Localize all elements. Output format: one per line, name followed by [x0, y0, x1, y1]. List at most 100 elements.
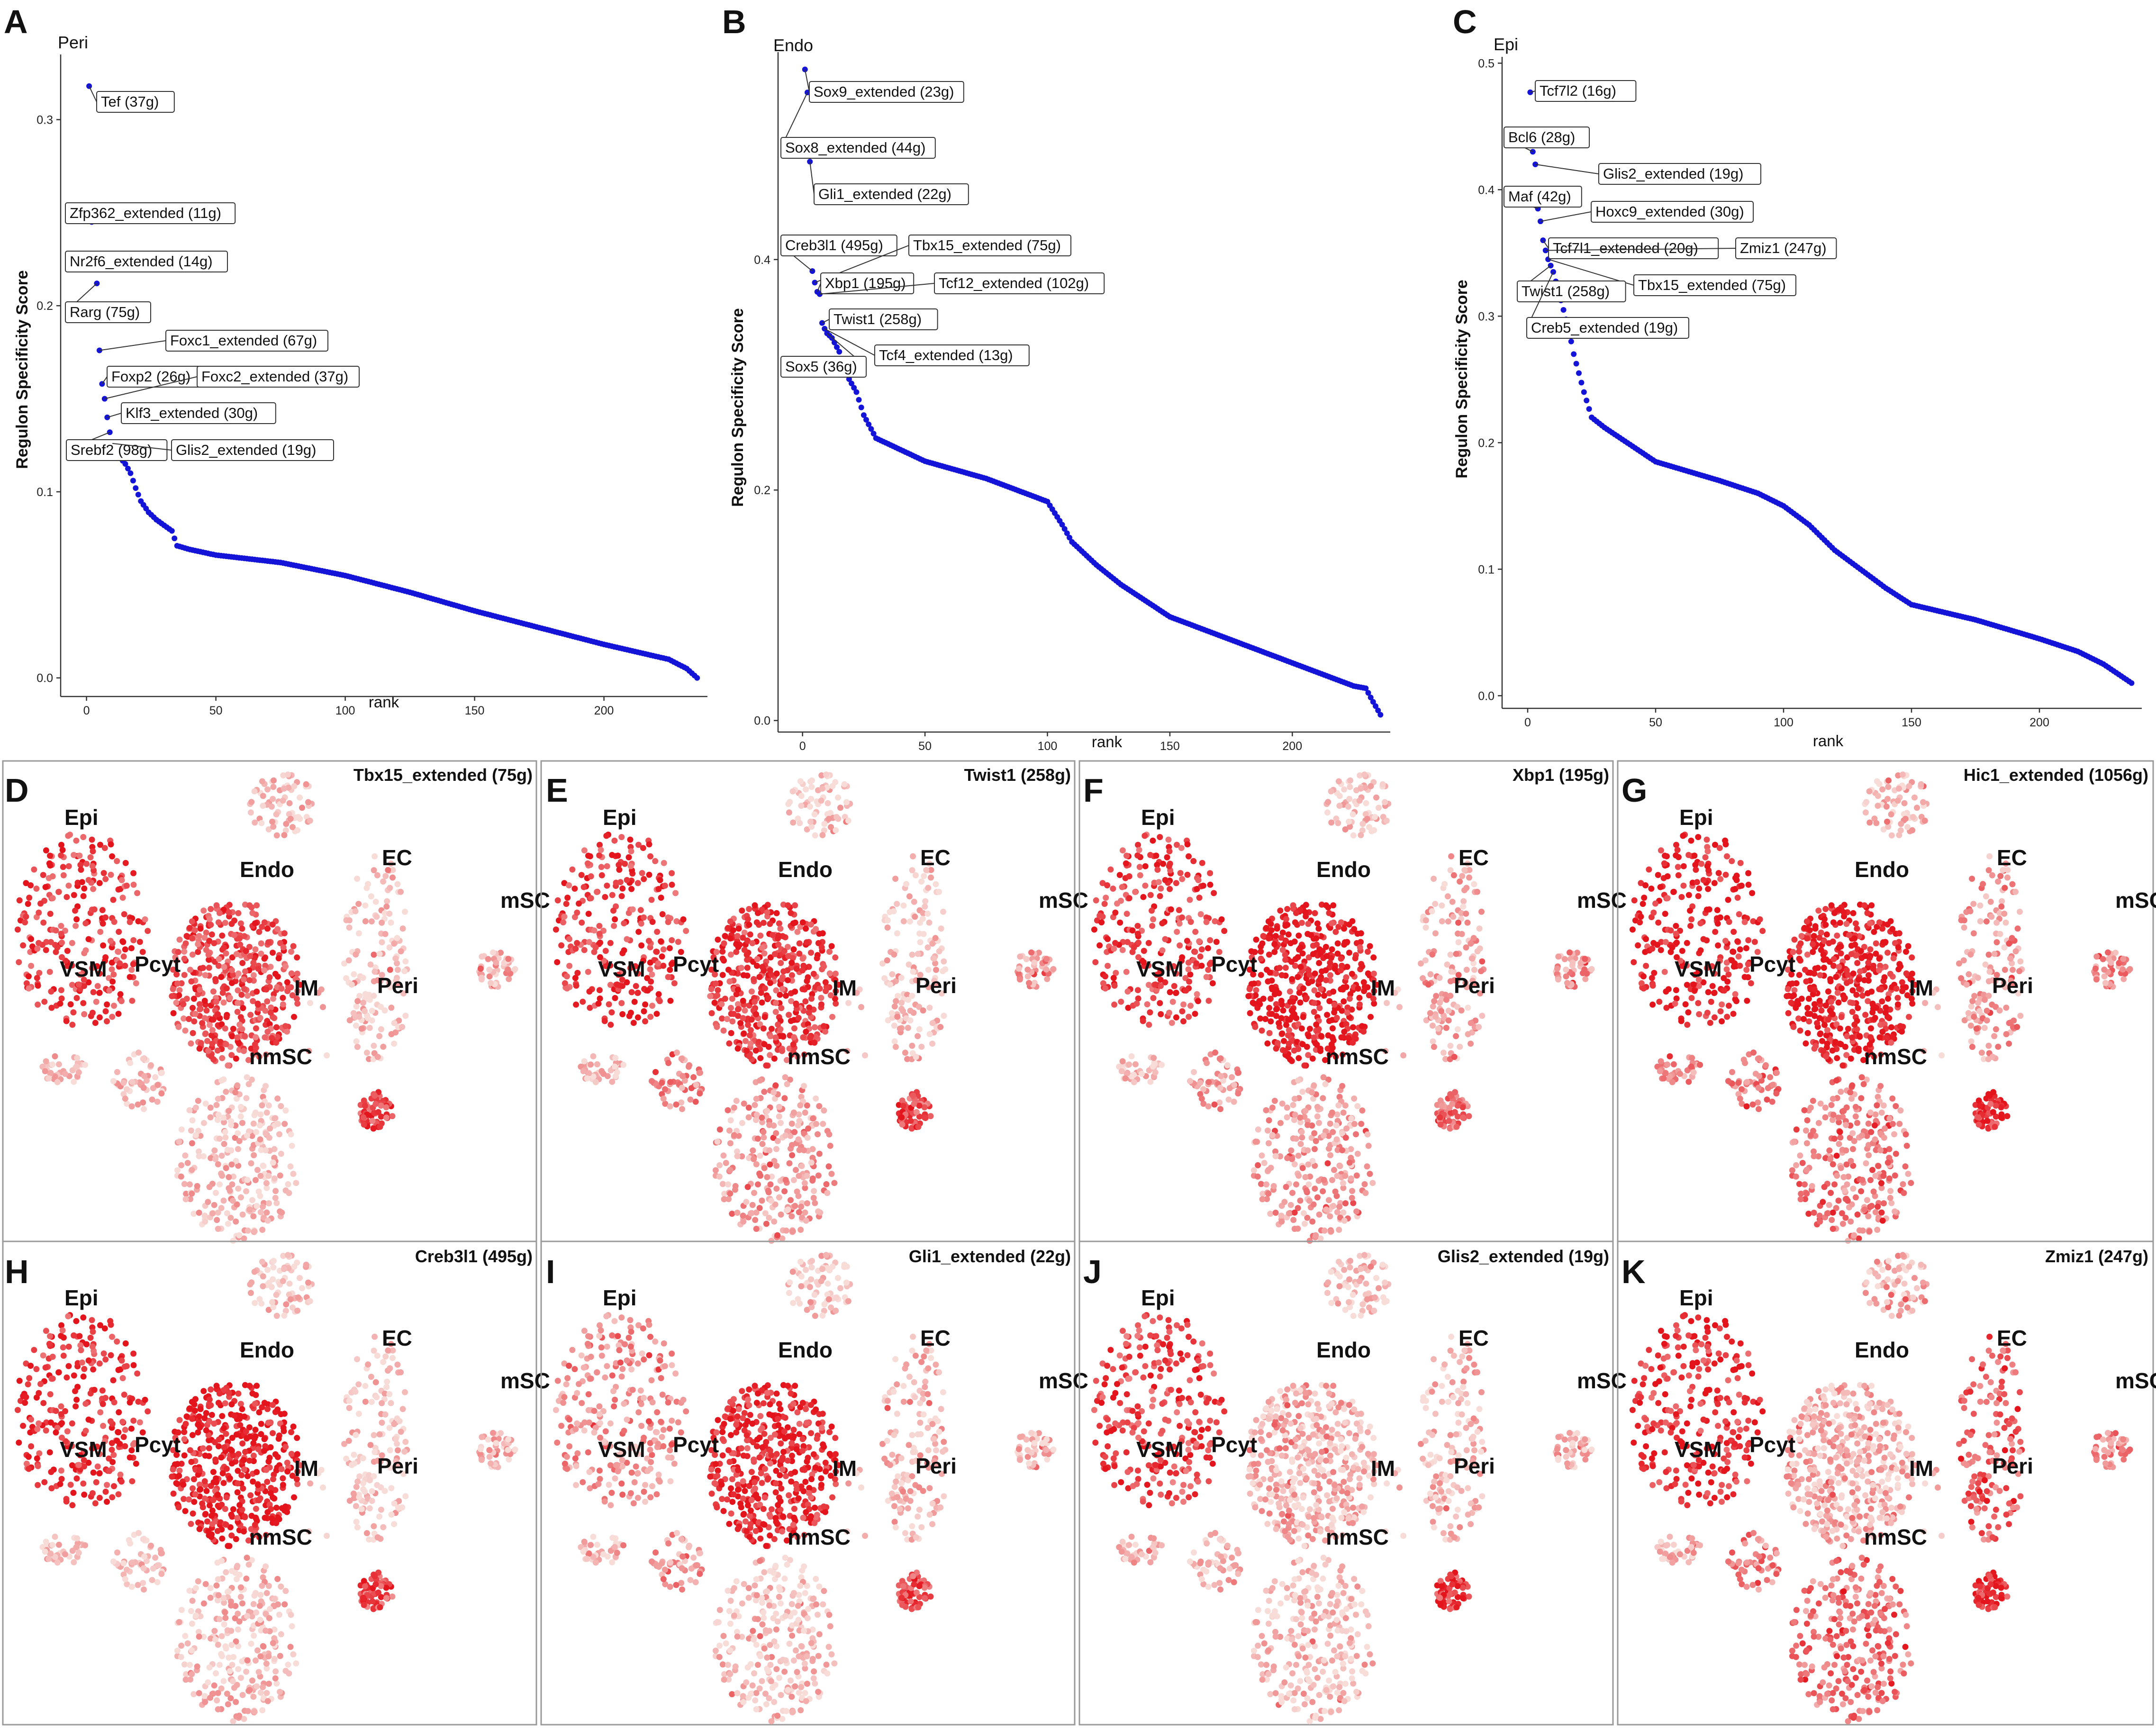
tsne-cell-dot	[1283, 965, 1289, 971]
tsne-cell-dot	[215, 1011, 221, 1017]
tsne-cell-dot	[1118, 999, 1124, 1005]
tsne-cell-dot	[776, 921, 782, 927]
tsne-cell-dot	[913, 1054, 919, 1060]
tsne-cell-dot	[787, 1160, 793, 1167]
tsne-cell-dot	[140, 1056, 146, 1062]
tsne-cell-dot	[611, 838, 617, 844]
tsne-cell-dot	[1330, 1025, 1336, 1031]
cluster-label-vsm: VSM	[598, 957, 645, 981]
tsne-cell-dot	[1017, 977, 1023, 983]
tsne-cell-dot	[1123, 860, 1129, 867]
tsne-cell-dot	[724, 1016, 730, 1022]
cluster-label-peri: Peri	[377, 973, 418, 998]
tsne-cell-dot	[104, 1002, 110, 1008]
tsne-cell-dot	[190, 1030, 196, 1036]
tsne-cell-dot	[885, 924, 891, 931]
tsne-cell-dot	[632, 999, 638, 1005]
tsne-cell-dot	[289, 970, 295, 977]
tsne-cell-dot	[245, 1228, 251, 1234]
tsne-cell-dot	[28, 936, 34, 942]
tsne-cell-dot	[1111, 946, 1117, 952]
tsne-cell-dot	[1266, 1005, 1272, 1011]
tsne-cell-dot	[1369, 1180, 1376, 1186]
tsne-cell-dot	[747, 932, 753, 938]
data-point	[1540, 237, 1546, 243]
tsne-cell-dot	[1448, 1093, 1454, 1099]
tsne-cell-dot	[34, 975, 40, 981]
tsne-cell-dot	[57, 1001, 63, 1007]
tsne-cell-dot	[177, 937, 183, 943]
tsne-cell-dot	[78, 867, 84, 873]
tsne-cell-dot	[826, 1131, 833, 1138]
tsne-cell-dot	[1345, 804, 1351, 810]
tsne-cell-dot	[1273, 1006, 1279, 1013]
tsne-cell-dot	[1200, 883, 1206, 889]
tsne-cell-dot	[1280, 947, 1286, 953]
y-tick-label: 0.3	[36, 113, 53, 127]
tsne-cell-dot	[909, 951, 915, 958]
tsne-cell-dot	[369, 918, 375, 924]
tsne-cell-dot	[236, 935, 243, 941]
tsne-cell-dot	[1460, 1114, 1466, 1121]
tsne-cell-dot	[241, 1048, 247, 1054]
tsne-cell-dot	[1299, 1089, 1305, 1095]
tsne-cell-dot	[1196, 877, 1202, 883]
tsne-cell-dot	[235, 1009, 241, 1015]
tsne-cell-dot	[1212, 1102, 1218, 1108]
tsne-cell-dot	[845, 1000, 852, 1006]
tsne-cell-dot	[728, 1117, 734, 1123]
tsne-cell-dot	[833, 814, 840, 820]
panel-letter-b: B	[722, 3, 746, 40]
tsne-cell-dot	[1360, 1029, 1367, 1035]
x-tick-label: 100	[1038, 740, 1058, 753]
tsne-cell-dot	[1317, 1048, 1323, 1054]
tsne-cell-dot	[746, 1104, 752, 1111]
tsne-cell-dot	[1329, 1177, 1335, 1183]
tsne-cell-dot	[752, 1102, 758, 1108]
tsne-cell-dot	[294, 827, 300, 833]
tsne-cell-dot	[135, 1102, 141, 1108]
tsne-cell-dot	[1295, 1077, 1301, 1084]
tsne-cell-dot	[728, 1030, 734, 1036]
tsne-cell-dot	[809, 778, 815, 784]
tsne-cell-dot	[1292, 919, 1298, 925]
tsne-cell-dot	[149, 1096, 155, 1103]
tsne-cell-dot	[817, 986, 823, 992]
tsne-cell-dot	[628, 886, 634, 892]
y-tick-label: 0.1	[1478, 563, 1495, 576]
tsne-cell-dot	[821, 821, 827, 827]
tsne-cell-dot	[767, 1161, 773, 1167]
annotation-label: Creb5_extended (19g)	[1531, 319, 1678, 336]
data-point	[136, 492, 141, 498]
tsne-cell-dot	[1150, 1064, 1156, 1070]
tsne-cell-dot	[788, 910, 794, 916]
tsne-cell-dot	[276, 1131, 282, 1137]
tsne-cell-dot	[53, 927, 59, 933]
tsne-cell-dot	[1112, 940, 1118, 946]
tsne-cell-dot	[1444, 961, 1450, 968]
tsne-cell-dot	[619, 893, 625, 899]
tsne-cell-dot	[654, 929, 660, 935]
tsne-cell-dot	[1323, 1206, 1330, 1212]
tsne-cell-dot	[566, 963, 572, 969]
tsne-cell-dot	[1152, 981, 1159, 987]
tsne-cell-dot	[191, 1018, 197, 1024]
tsne-cell-dot	[822, 1029, 828, 1035]
annotation-label: Tbx15_extended (75g)	[913, 237, 1061, 253]
tsne-cell-dot	[734, 1098, 740, 1104]
tsne-cell-dot	[1218, 1073, 1224, 1079]
tsne-cell-dot	[1321, 1177, 1327, 1183]
tsne-cell-dot	[821, 1023, 827, 1029]
tsne-cell-dot	[391, 1040, 397, 1047]
tsne-cell-dot	[1358, 1121, 1364, 1127]
x-tick-label: 100	[335, 704, 355, 717]
tsne-cell-dot	[1279, 972, 1285, 978]
tsne-cell-dot	[242, 1033, 248, 1039]
tsne-cell-dot	[1126, 895, 1132, 901]
tsne-cell-dot	[243, 1095, 249, 1101]
tsne-cell-dot	[232, 1089, 238, 1095]
tsne-cell-dot	[479, 977, 485, 983]
y-tick-label: 0.4	[1478, 183, 1495, 197]
annotation-label: Foxc1_extended (67g)	[170, 332, 317, 349]
tsne-cell-dot	[1114, 901, 1120, 907]
